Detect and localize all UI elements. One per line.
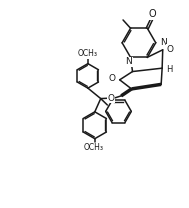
Text: N: N <box>160 38 167 47</box>
Text: O: O <box>108 94 115 103</box>
Text: O: O <box>166 45 173 54</box>
Text: H: H <box>167 65 173 74</box>
Text: O: O <box>148 9 156 19</box>
Text: OCH₃: OCH₃ <box>78 49 98 58</box>
Text: OCH₃: OCH₃ <box>84 143 104 152</box>
Text: N: N <box>125 57 132 66</box>
Text: O: O <box>109 74 116 83</box>
